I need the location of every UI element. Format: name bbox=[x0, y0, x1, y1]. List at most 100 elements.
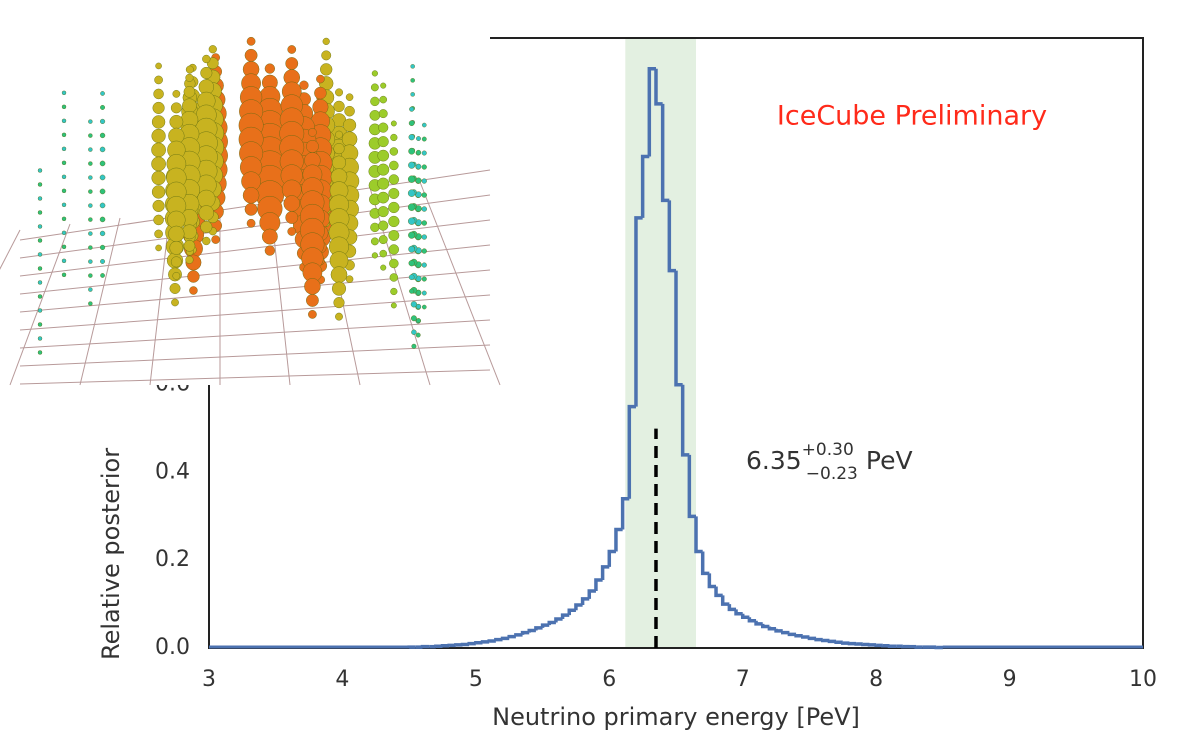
histogram-step bbox=[574, 603, 583, 611]
dom-hit bbox=[171, 298, 179, 307]
dom-hit bbox=[152, 199, 165, 212]
dom-hit bbox=[61, 188, 67, 194]
histogram-step bbox=[594, 578, 603, 591]
dom-hit bbox=[421, 248, 427, 254]
dom-hit bbox=[306, 140, 319, 153]
dom-hit bbox=[155, 244, 162, 252]
dom-hit bbox=[151, 170, 166, 186]
histogram-step bbox=[754, 620, 763, 626]
dom-hit bbox=[377, 136, 389, 148]
x-axis-label: Neutrino primary energy [PeV] bbox=[492, 703, 860, 731]
dom-hit bbox=[333, 297, 345, 309]
dom-hit bbox=[169, 114, 184, 129]
dom-hit bbox=[344, 105, 355, 117]
dom-hit bbox=[153, 214, 164, 226]
histogram-step bbox=[821, 638, 830, 643]
dom-hit bbox=[37, 266, 43, 271]
dom-hit bbox=[333, 143, 345, 155]
dom-hit bbox=[246, 36, 256, 46]
dom-hit bbox=[61, 272, 67, 278]
dom-hit bbox=[151, 115, 166, 129]
dom-hit bbox=[88, 119, 93, 124]
dom-hit bbox=[172, 90, 181, 98]
dom-hit bbox=[211, 235, 220, 244]
dom-hit bbox=[61, 104, 67, 110]
dom-hit bbox=[88, 259, 93, 264]
histogram-step bbox=[801, 635, 810, 639]
histogram-step bbox=[640, 154, 650, 218]
histogram-step bbox=[680, 384, 690, 457]
histogram-step bbox=[734, 609, 743, 616]
histogram-step bbox=[600, 565, 610, 580]
histogram-step bbox=[720, 595, 730, 606]
dom-hit bbox=[409, 106, 415, 112]
histogram-step bbox=[634, 216, 643, 407]
histogram-step bbox=[607, 549, 616, 567]
histogram-step bbox=[487, 639, 496, 643]
histogram-step bbox=[740, 613, 750, 620]
dom-hit bbox=[371, 70, 378, 77]
dom-hit bbox=[100, 104, 106, 110]
dom-hit bbox=[169, 283, 181, 294]
dom-hit bbox=[410, 301, 418, 308]
dom-hit bbox=[88, 287, 93, 292]
dom-hit bbox=[37, 336, 43, 341]
histogram-step bbox=[474, 640, 483, 645]
histogram-step bbox=[767, 626, 777, 631]
dom-hit bbox=[389, 160, 399, 171]
dom-hit bbox=[88, 245, 93, 250]
dom-hit bbox=[183, 240, 196, 252]
dom-hit bbox=[61, 244, 67, 250]
dom-hit bbox=[151, 156, 166, 172]
histogram-step bbox=[527, 628, 536, 633]
dom-hit bbox=[377, 206, 389, 218]
dom-hit bbox=[99, 118, 106, 124]
dom-hit bbox=[88, 175, 93, 180]
dom-hit bbox=[37, 224, 43, 229]
histogram-step bbox=[934, 645, 945, 650]
estimate-label: 6.35+0.30 −0.23 PeV bbox=[746, 440, 913, 484]
dom-hit bbox=[316, 74, 325, 84]
dom-hit bbox=[408, 274, 415, 281]
floor-grid bbox=[19, 344, 491, 367]
dom-hit bbox=[421, 304, 427, 310]
dom-hit bbox=[198, 205, 214, 221]
x-tick-label: 8 bbox=[869, 667, 883, 692]
dom-hit bbox=[411, 329, 417, 335]
dom-hit bbox=[261, 228, 278, 245]
y-tick-label: 0.4 bbox=[155, 459, 190, 484]
dom-hit bbox=[99, 132, 106, 139]
dom-hit bbox=[421, 136, 427, 142]
dom-hit bbox=[285, 211, 299, 224]
histogram-step bbox=[647, 66, 656, 157]
dom-hit bbox=[308, 310, 317, 319]
dom-hit bbox=[390, 302, 397, 309]
dom-hit bbox=[421, 262, 427, 268]
histogram-step bbox=[554, 617, 563, 623]
dom-hit bbox=[377, 191, 390, 204]
dom-hit bbox=[370, 83, 379, 92]
dom-hit bbox=[285, 57, 299, 70]
dom-hit bbox=[99, 160, 106, 167]
dom-hit bbox=[99, 174, 106, 181]
dom-hit bbox=[170, 102, 182, 114]
histogram-step bbox=[560, 613, 570, 620]
dom-hit bbox=[380, 82, 387, 89]
dom-hit bbox=[88, 133, 93, 138]
dom-hit bbox=[61, 258, 67, 264]
dom-hit bbox=[345, 275, 354, 283]
dom-hit bbox=[388, 201, 400, 214]
dom-hit bbox=[88, 161, 93, 166]
dom-hit bbox=[390, 120, 397, 127]
x-tick-label: 9 bbox=[1003, 667, 1017, 692]
dom-hit bbox=[88, 147, 93, 152]
dom-hit bbox=[185, 255, 194, 264]
dom-hit bbox=[88, 301, 93, 306]
dom-hit bbox=[61, 230, 67, 236]
dom-hit bbox=[416, 136, 421, 141]
x-tick-label: 3 bbox=[202, 667, 216, 692]
dom-hit bbox=[61, 90, 67, 96]
dom-hit bbox=[202, 236, 211, 246]
dom-hit bbox=[408, 120, 415, 127]
dom-hit bbox=[299, 80, 309, 90]
